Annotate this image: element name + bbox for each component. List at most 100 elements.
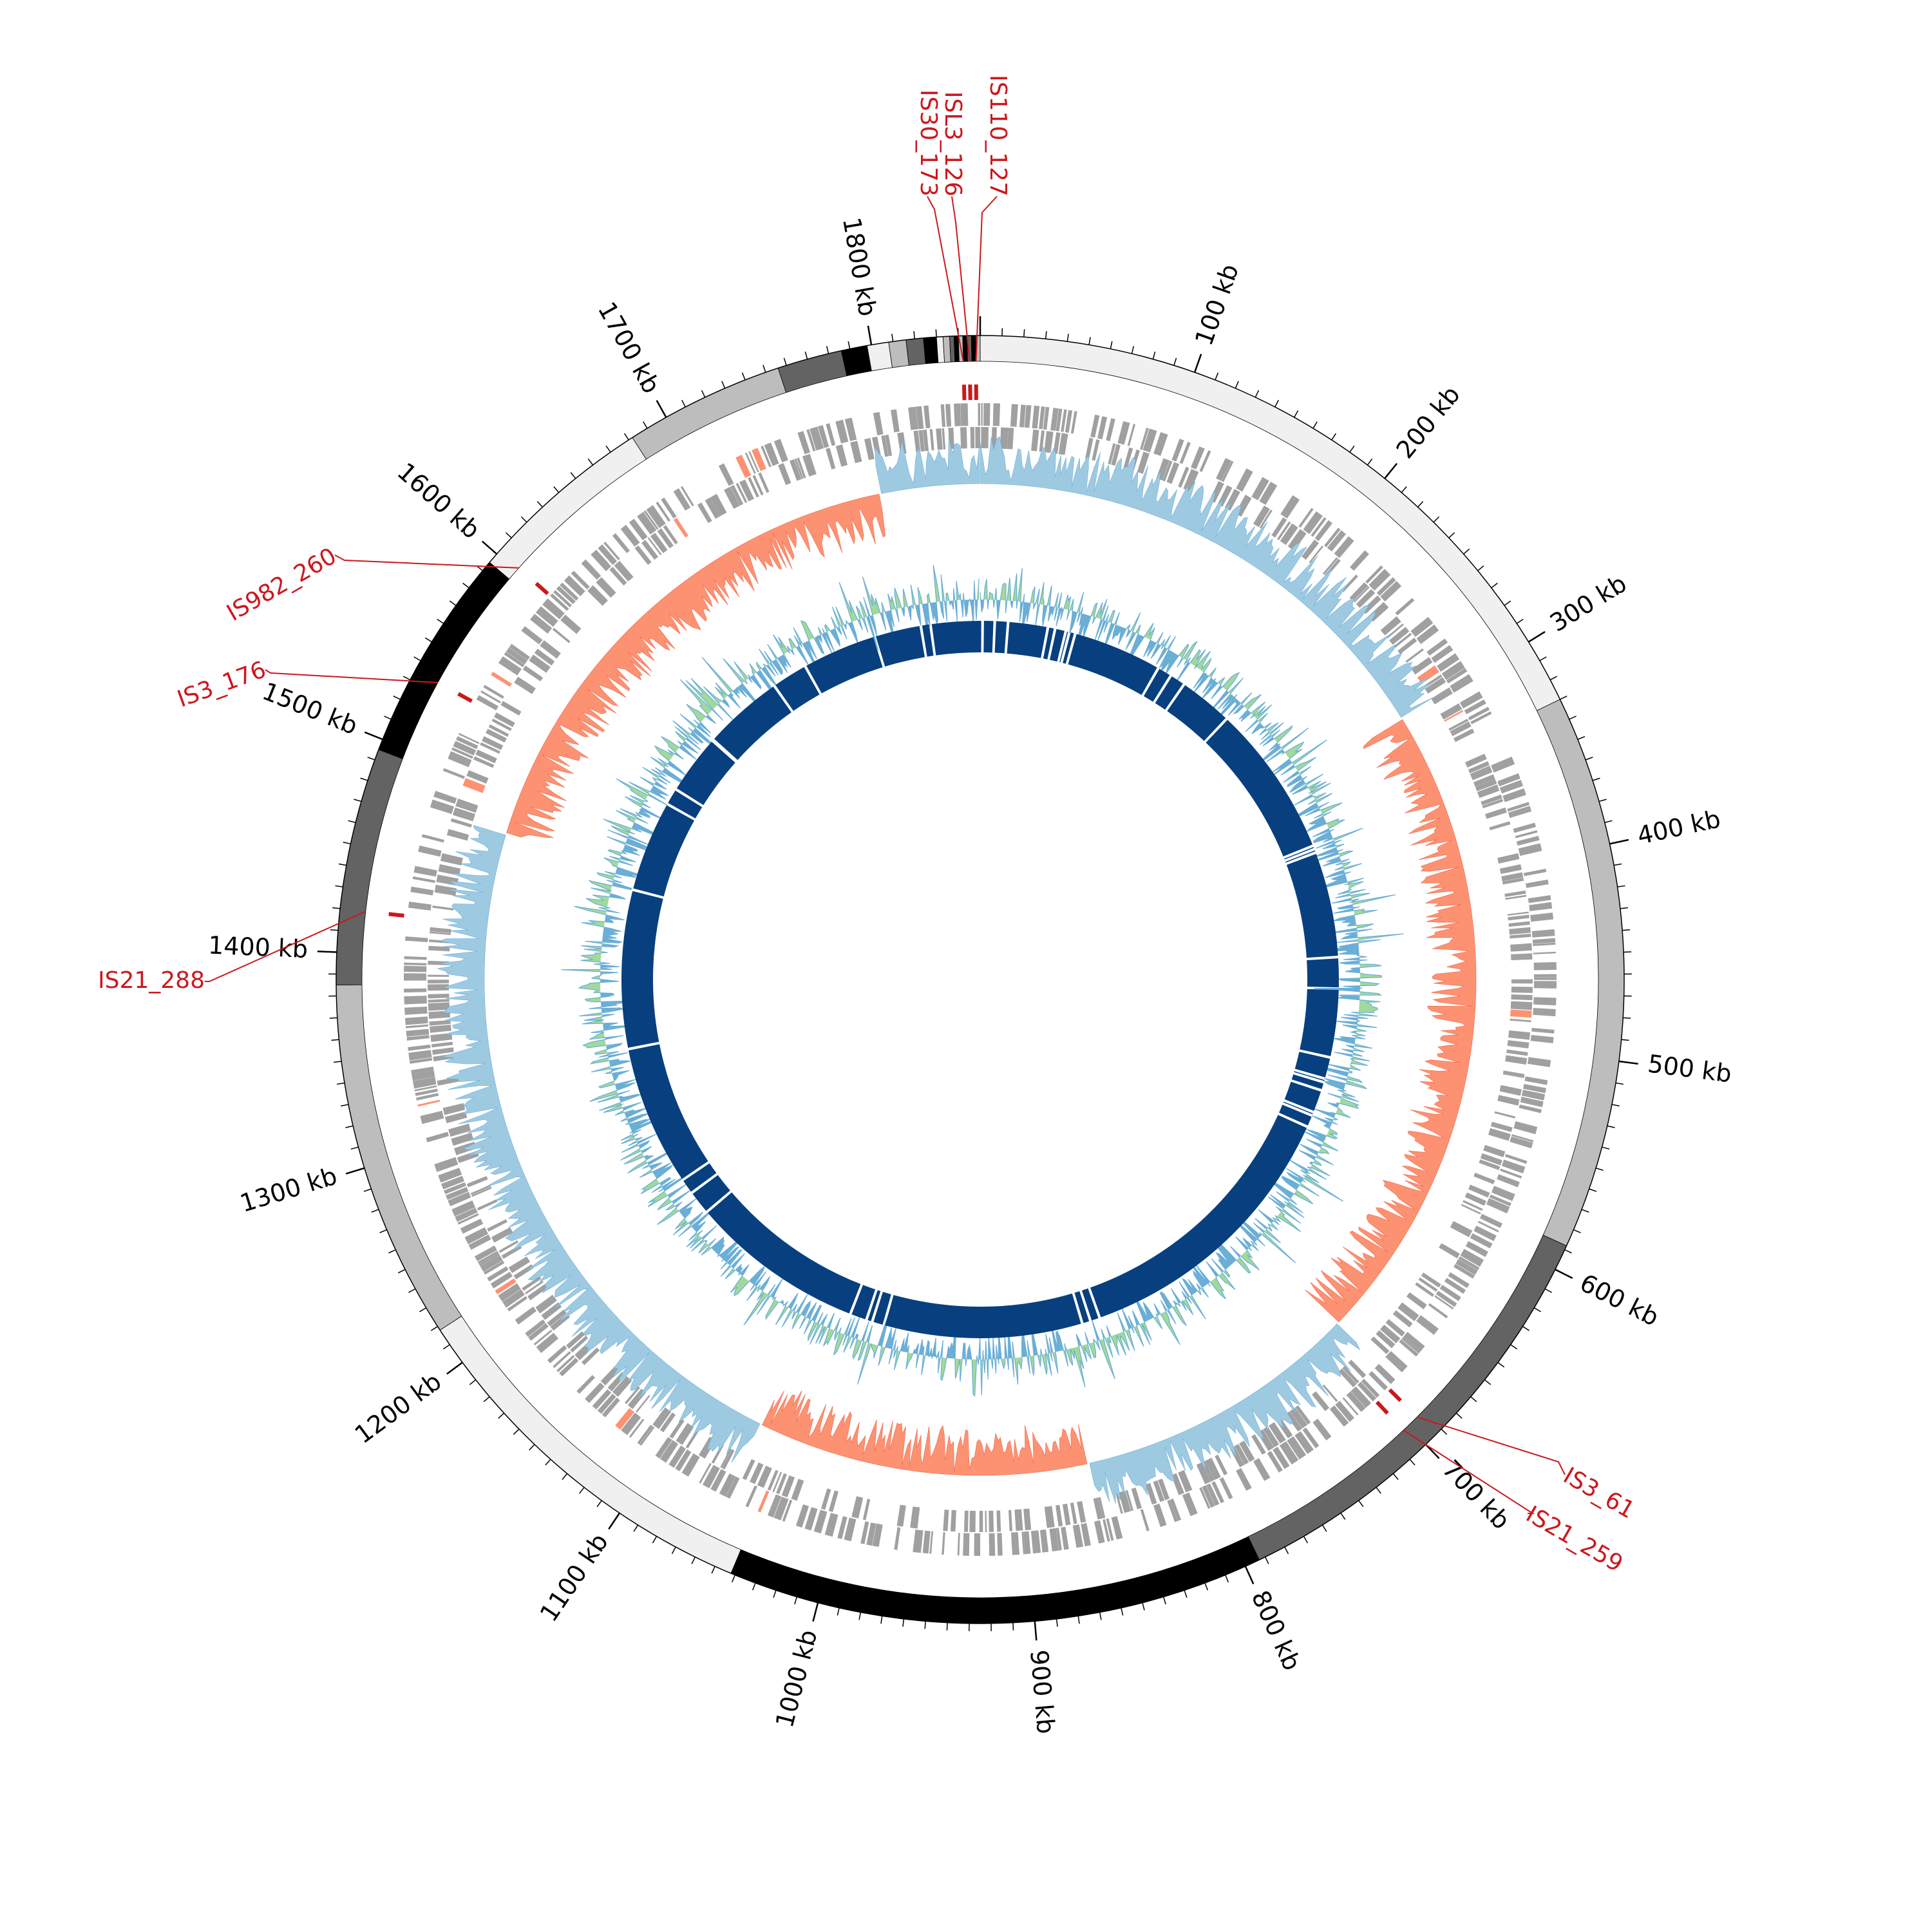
gene-feature [1125, 1490, 1134, 1511]
gc-content-track [561, 565, 1404, 1397]
gene-feature [1444, 1278, 1466, 1294]
minor-tick [633, 1524, 639, 1532]
minor-tick [536, 501, 543, 507]
gene-feature [426, 1132, 450, 1142]
gene-feature [448, 1191, 471, 1207]
coverage-block [994, 621, 1007, 654]
gene-feature [1397, 1302, 1419, 1321]
gene-feature [1085, 437, 1094, 460]
minor-tick [1611, 1104, 1620, 1107]
minor-tick [1312, 421, 1318, 429]
gene-feature [428, 980, 450, 984]
gene-feature [913, 430, 921, 453]
gene-feature [1178, 1470, 1193, 1493]
axis-tick-label: 600 kb [1575, 1269, 1663, 1332]
gene-feature [969, 1510, 976, 1532]
coverage-block [1206, 719, 1313, 857]
axis-tick-label: 1500 kb [258, 677, 361, 741]
minor-tick [1131, 346, 1135, 354]
minor-tick [1162, 1596, 1166, 1605]
minor-tick [1340, 1513, 1346, 1520]
gene-feature [1376, 577, 1396, 596]
minor-tick [1598, 799, 1607, 802]
gene-feature [1179, 442, 1191, 464]
gene-feature [430, 799, 455, 815]
is-element-label: IS110_127 [985, 75, 1011, 196]
gene-feature [405, 1024, 429, 1028]
gene-feature [761, 445, 772, 468]
coverage-block [1307, 958, 1339, 988]
gene-feature [1329, 1405, 1349, 1427]
gene-feature [722, 1449, 735, 1470]
gene-feature [795, 1504, 810, 1528]
gene-feature [873, 412, 884, 435]
minor-tick [701, 390, 706, 398]
gene-feature [1509, 927, 1531, 935]
gene-feature [866, 1522, 876, 1546]
minor-tick [804, 351, 808, 359]
gene-feature [782, 1499, 793, 1522]
gene-feature [444, 1182, 466, 1195]
contig-segment [923, 336, 939, 365]
gene-feature [565, 1331, 585, 1349]
gene-feature [735, 455, 752, 478]
minor-tick [570, 472, 576, 479]
gene-feature [1533, 997, 1557, 1006]
gene-feature [1251, 477, 1269, 500]
gene-feature [1302, 539, 1320, 560]
gene-feature [1021, 1531, 1025, 1555]
minor-tick [605, 445, 611, 453]
gene-feature [615, 1408, 634, 1430]
gene-feature [806, 429, 816, 452]
gene-feature [1519, 1104, 1542, 1113]
gene-feature [804, 1507, 818, 1531]
coverage-block [1063, 632, 1074, 664]
gene-feature [404, 962, 427, 966]
gene-feature [1394, 632, 1412, 649]
gene-feature [1405, 648, 1424, 663]
gene-feature [420, 1110, 444, 1124]
gene-feature [603, 542, 620, 560]
gene-feature [1072, 1524, 1083, 1548]
gene-feature [1039, 430, 1045, 452]
gene-feature [570, 1335, 589, 1353]
minor-tick [1184, 1590, 1188, 1598]
gene-feature [885, 434, 893, 457]
gene-feature [797, 431, 811, 455]
gene-feature [957, 1533, 960, 1556]
gene-feature [773, 1496, 789, 1520]
contig-segment [777, 350, 848, 393]
coverage-block [1050, 629, 1065, 662]
gene-feature [1253, 1458, 1271, 1481]
gene-feature [1464, 699, 1486, 715]
gene-feature [1397, 638, 1417, 654]
minor-tick [1417, 501, 1424, 507]
gene-feature [404, 1016, 428, 1025]
gene-feature [429, 1019, 451, 1026]
gene-feature [1470, 765, 1493, 781]
gc-skew-negative-area [1305, 719, 1477, 1323]
gene-feature [471, 1187, 492, 1197]
gene-feature [1023, 1531, 1031, 1555]
gene-feature [522, 665, 544, 681]
contig-segment [489, 437, 647, 580]
gene-feature [953, 403, 961, 426]
gene-feature [483, 685, 504, 699]
gene-feature [535, 606, 558, 627]
gene-feature [460, 1218, 484, 1234]
inner-coverage-ring [621, 621, 1339, 1339]
gene-feature [908, 406, 918, 430]
gene-feature [1508, 1030, 1531, 1040]
gene-feature [547, 1345, 567, 1364]
gene-feature [1511, 987, 1533, 993]
gene-feature [647, 537, 662, 556]
gene-feature [1533, 977, 1557, 980]
gene-feature [1253, 505, 1270, 527]
gene-feature [494, 712, 515, 728]
gene-feature [410, 886, 434, 896]
gene-feature [655, 1437, 672, 1459]
gene-feature [1468, 706, 1490, 721]
is-element-label: IS3_61 [1559, 1463, 1640, 1524]
gene-feature [981, 427, 989, 449]
gene-feature [477, 1199, 498, 1211]
